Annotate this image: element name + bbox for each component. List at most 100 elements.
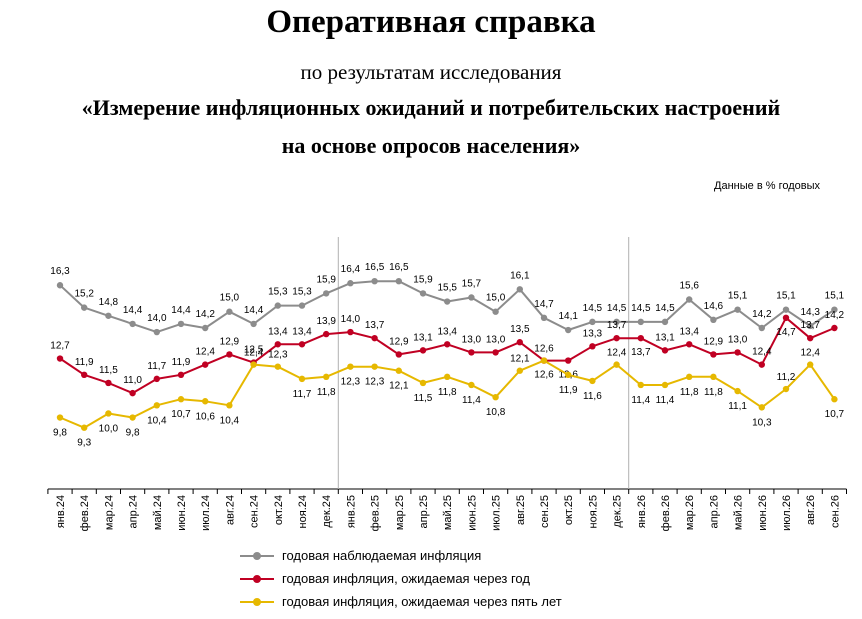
data-label: 10,7 bbox=[825, 409, 845, 420]
data-point bbox=[807, 361, 814, 368]
data-label: 12,3 bbox=[365, 377, 385, 388]
data-label: 13,7 bbox=[631, 347, 651, 358]
data-label: 16,1 bbox=[510, 270, 530, 281]
data-label: 16,3 bbox=[50, 266, 70, 277]
x-tick-label: фев.24 bbox=[79, 495, 91, 531]
data-point bbox=[661, 318, 669, 326]
data-label: 15,0 bbox=[486, 293, 506, 304]
data-label: 12,4 bbox=[607, 348, 627, 359]
data-point bbox=[347, 328, 354, 336]
data-label: 12,9 bbox=[389, 336, 409, 347]
data-point bbox=[492, 349, 499, 356]
data-point bbox=[153, 328, 160, 336]
x-tick-label: июл.26 bbox=[781, 495, 793, 531]
data-point bbox=[540, 314, 548, 322]
data-point bbox=[710, 351, 717, 358]
data-point bbox=[177, 320, 185, 328]
data-point bbox=[613, 334, 620, 342]
data-point bbox=[516, 367, 523, 374]
data-point bbox=[153, 375, 160, 383]
data-point bbox=[419, 379, 427, 387]
data-point bbox=[226, 402, 233, 409]
x-tick-label: авг.24 bbox=[224, 495, 236, 525]
data-point bbox=[734, 306, 741, 313]
data-label: 13,7 bbox=[800, 320, 820, 331]
x-tick-label: мар.24 bbox=[103, 495, 115, 530]
data-point bbox=[807, 334, 814, 342]
data-label: 15,9 bbox=[316, 274, 336, 285]
data-point bbox=[323, 373, 330, 381]
data-label: 14,1 bbox=[558, 311, 578, 322]
x-tick-label: апр.24 bbox=[128, 495, 140, 528]
chart-legend: годовая наблюдаемая инфляция годовая инф… bbox=[240, 544, 562, 613]
data-point bbox=[129, 414, 136, 421]
data-point bbox=[540, 357, 548, 364]
x-tick-label: июл.24 bbox=[200, 495, 212, 531]
legend-label-expected-5y: годовая инфляция, ожидаемая через пять л… bbox=[282, 594, 562, 609]
data-point bbox=[81, 304, 88, 311]
x-tick-label: сен.25 bbox=[539, 495, 551, 528]
x-tick-label: сен.26 bbox=[829, 495, 841, 528]
data-label: 12,4 bbox=[752, 347, 772, 358]
data-label: 12,1 bbox=[510, 354, 530, 365]
data-point bbox=[734, 387, 741, 395]
data-label: 14,6 bbox=[704, 301, 724, 312]
x-tick-label: ноя.24 bbox=[297, 495, 309, 528]
x-tick-label: сен.24 bbox=[249, 495, 261, 528]
data-point bbox=[589, 318, 596, 326]
data-point bbox=[395, 367, 402, 374]
data-label: 11,9 bbox=[75, 357, 94, 368]
data-point bbox=[710, 373, 717, 381]
data-label: 15,7 bbox=[462, 278, 482, 289]
data-label: 13,0 bbox=[462, 334, 482, 345]
data-label: 16,4 bbox=[341, 264, 361, 275]
data-point bbox=[686, 341, 693, 348]
data-label: 12,6 bbox=[534, 344, 554, 355]
legend-swatch-observed bbox=[240, 551, 274, 561]
data-label: 11,8 bbox=[704, 387, 723, 398]
legend-item-expected-5y: годовая инфляция, ожидаемая через пять л… bbox=[240, 590, 562, 613]
data-label: 14,8 bbox=[99, 297, 119, 308]
x-tick-label: фев.26 bbox=[660, 495, 672, 531]
x-tick-label: окт.24 bbox=[273, 495, 285, 525]
page-title: Оперативная справка bbox=[266, 4, 596, 40]
data-label: 11,5 bbox=[414, 393, 433, 404]
data-point bbox=[202, 361, 209, 368]
data-label: 15,1 bbox=[825, 291, 845, 302]
data-label: 14,5 bbox=[583, 303, 603, 314]
x-tick-label: май.26 bbox=[733, 495, 745, 530]
data-point bbox=[589, 377, 596, 385]
data-point bbox=[468, 381, 475, 389]
data-label: 14,0 bbox=[147, 313, 167, 324]
data-label: 11,9 bbox=[559, 385, 578, 396]
legend-swatch-expected-5y bbox=[240, 597, 274, 607]
data-label: 11,8 bbox=[317, 387, 336, 398]
legend-item-observed: годовая наблюдаемая инфляция bbox=[240, 544, 562, 567]
data-label: 12,7 bbox=[50, 341, 70, 352]
data-label: 14,0 bbox=[341, 314, 361, 325]
study-title-line1: «Измерение инфляционных ожиданий и потре… bbox=[81, 95, 781, 120]
data-label: 13,7 bbox=[365, 320, 385, 331]
data-label: 12,3 bbox=[268, 350, 288, 361]
data-label: 14,2 bbox=[195, 309, 215, 320]
data-point bbox=[637, 318, 644, 326]
data-label: 11,8 bbox=[680, 387, 699, 398]
data-label: 15,5 bbox=[437, 283, 457, 294]
data-label: 14,2 bbox=[752, 309, 772, 320]
legend-item-expected-1y: годовая инфляция, ожидаемая через год bbox=[240, 567, 562, 590]
data-label: 14,4 bbox=[244, 305, 264, 316]
x-tick-label: авг.25 bbox=[515, 495, 527, 525]
data-label: 15,0 bbox=[220, 293, 240, 304]
data-label: 11,4 bbox=[631, 395, 650, 406]
data-label: 14,7 bbox=[534, 299, 554, 310]
data-label: 12,6 bbox=[534, 370, 554, 381]
x-tick-label: фев.25 bbox=[370, 495, 382, 531]
data-label: 10,6 bbox=[195, 411, 215, 422]
data-label: 14,3 bbox=[800, 307, 820, 318]
data-point bbox=[661, 381, 669, 389]
data-label: 11,5 bbox=[99, 365, 118, 376]
x-tick-label: май.24 bbox=[152, 495, 164, 530]
x-tick-label: май.25 bbox=[442, 495, 454, 530]
data-label: 11,4 bbox=[462, 395, 481, 406]
